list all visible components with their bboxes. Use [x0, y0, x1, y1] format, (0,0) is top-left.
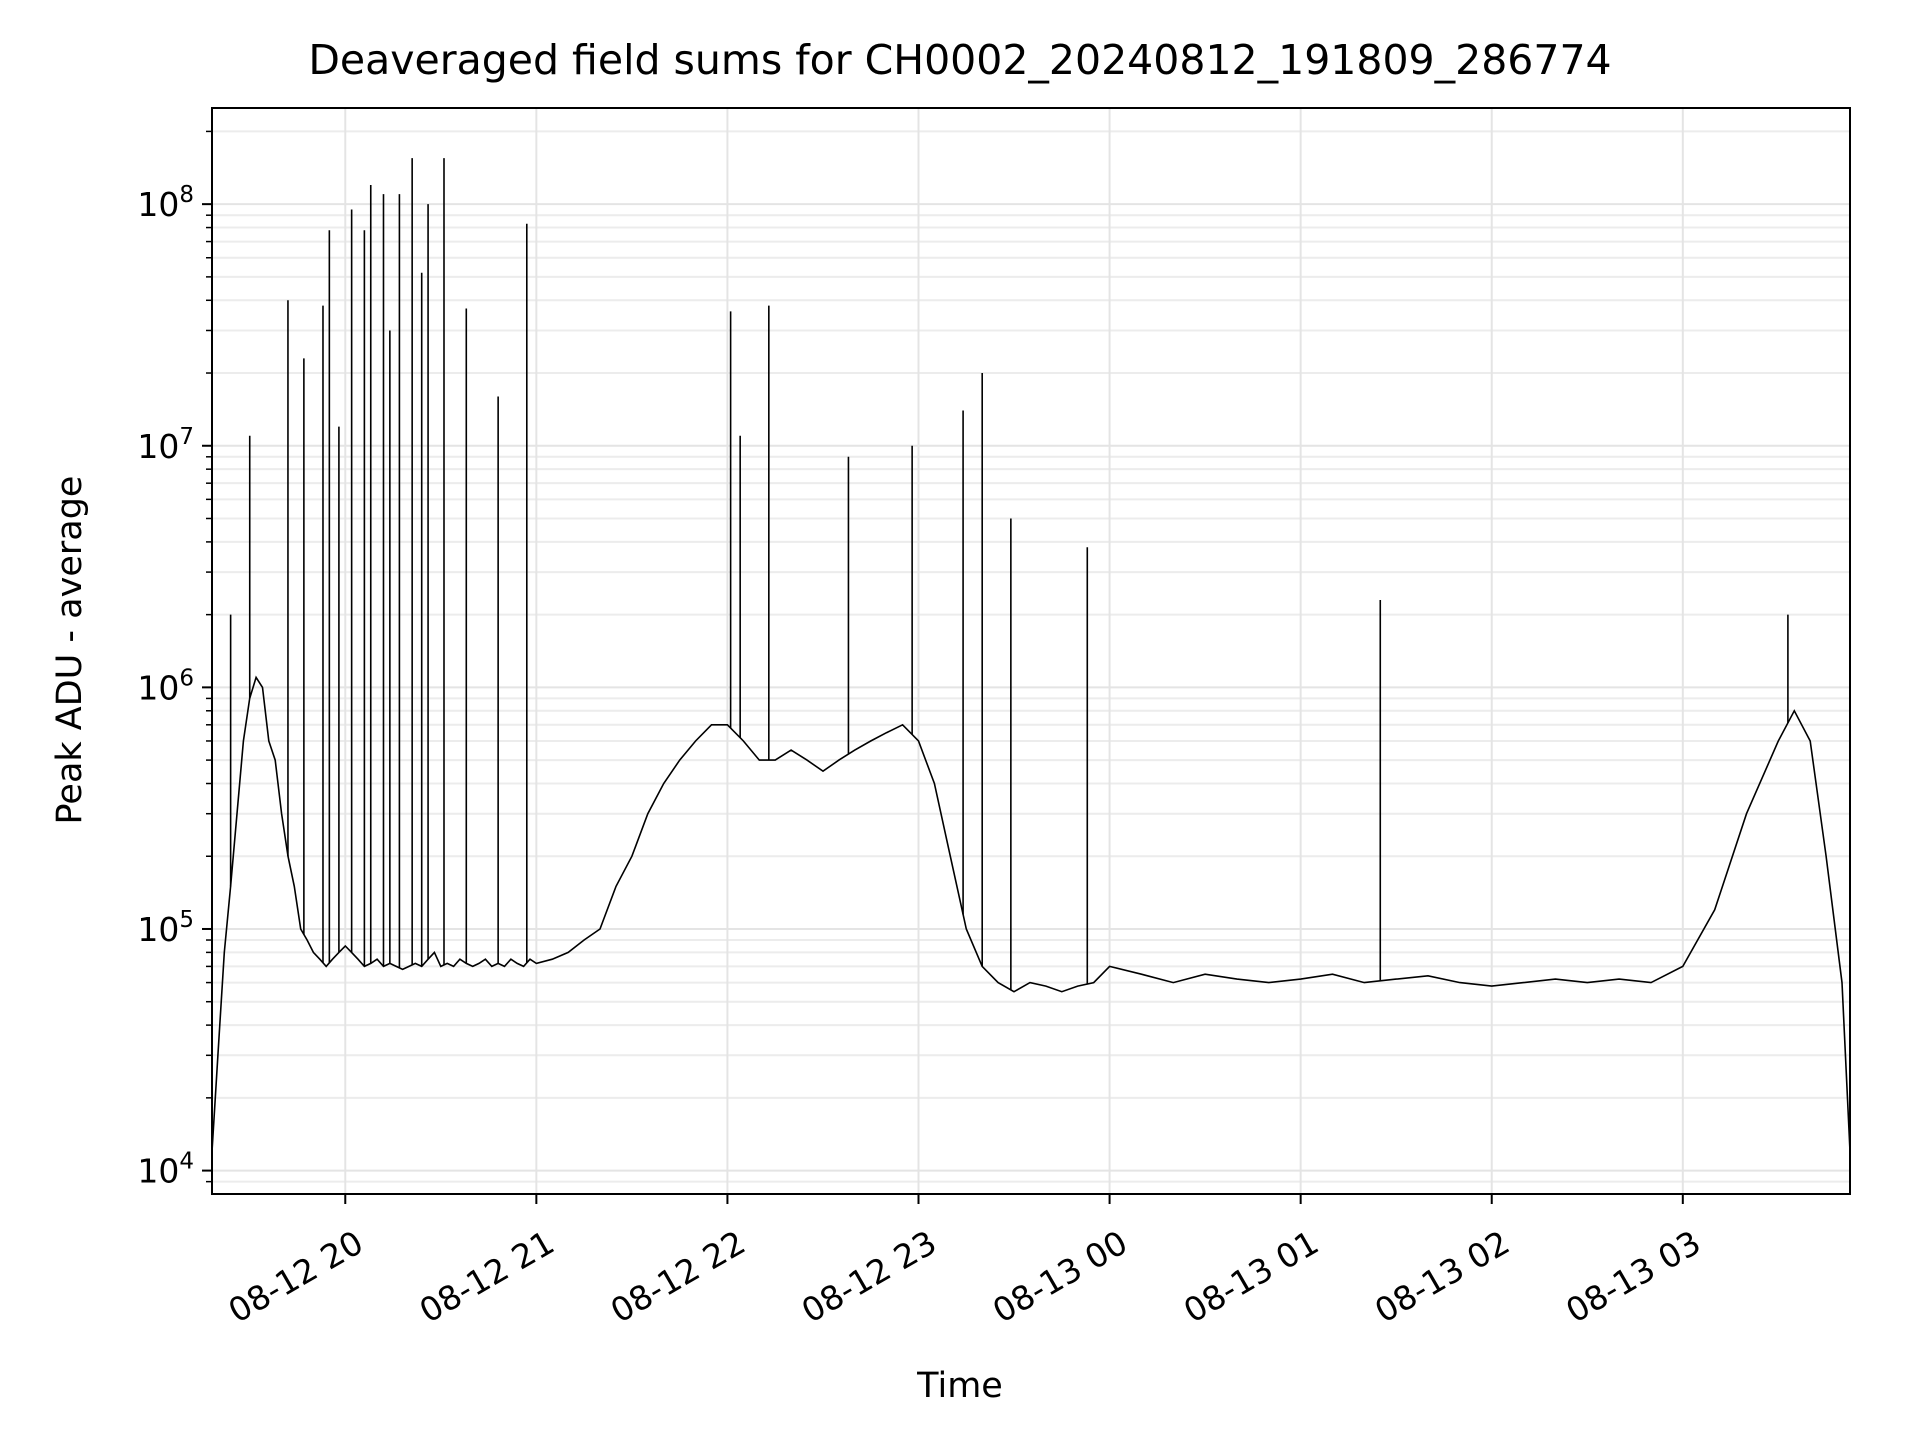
y-tick-label: 108 — [137, 182, 194, 224]
grid-lines — [212, 108, 1850, 1194]
y-tick-label: 107 — [137, 424, 194, 466]
x-tick-label: 08-13 00 — [986, 1223, 1134, 1331]
x-tick-label: 08-12 23 — [795, 1223, 943, 1331]
axis-ticks: 104 105 106 107 108 08-12 20 08-12 21 08-12 22 0… — [137, 130, 1707, 1331]
chart-title: Deaveraged field sums for CH0002_2024081… — [308, 36, 1612, 84]
y-tick-label: 105 — [137, 907, 194, 949]
x-tick-label: 08-13 03 — [1559, 1223, 1707, 1331]
y-tick-label: 104 — [137, 1149, 194, 1191]
x-tick-label: 08-13 02 — [1368, 1223, 1516, 1331]
x-tick-label: 08-12 22 — [604, 1223, 752, 1331]
x-tick-label: 08-12 21 — [413, 1223, 561, 1331]
x-tick-label: 08-12 20 — [222, 1223, 370, 1331]
x-axis-label: Time — [917, 1366, 1003, 1406]
y-tick-label: 106 — [137, 665, 194, 707]
x-tick-label: 08-13 01 — [1177, 1223, 1325, 1331]
series-layer — [212, 158, 1850, 1152]
plot-frame — [211, 107, 1851, 1195]
series-line — [212, 675, 1850, 1152]
